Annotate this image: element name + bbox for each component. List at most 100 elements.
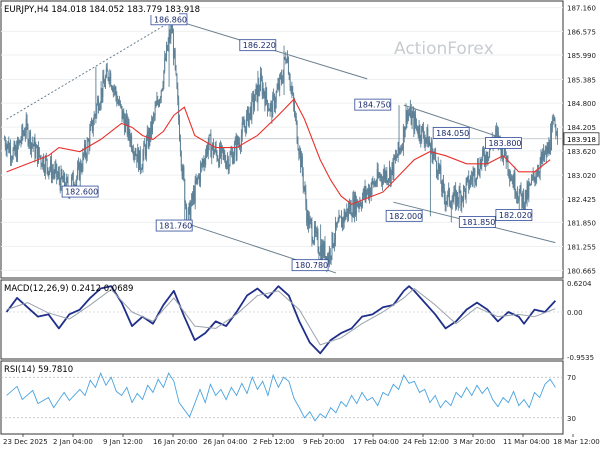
candle-body bbox=[456, 192, 457, 208]
candle-body bbox=[29, 132, 31, 142]
candle-body bbox=[314, 225, 315, 241]
candle-body bbox=[159, 98, 161, 101]
candle-body bbox=[71, 173, 73, 178]
candle-body bbox=[3, 139, 5, 141]
candle-body bbox=[461, 196, 463, 206]
candle-body bbox=[57, 172, 59, 176]
candle-body bbox=[158, 102, 160, 106]
price-label: 183.800 bbox=[488, 139, 521, 148]
candle-body bbox=[512, 179, 514, 188]
candle-body bbox=[292, 93, 294, 95]
candle-body bbox=[406, 110, 408, 122]
candle-body bbox=[129, 135, 131, 143]
candle-body bbox=[123, 111, 125, 120]
candle-body bbox=[93, 115, 95, 125]
candle-body bbox=[541, 153, 543, 161]
time-tick-label: 16 Jan 20:00 bbox=[153, 438, 197, 446]
price-label-box bbox=[495, 209, 533, 221]
candle-body bbox=[52, 170, 54, 173]
candle-body bbox=[411, 114, 413, 125]
price-tick-label: 185.990 bbox=[567, 52, 596, 60]
candle-body bbox=[557, 134, 559, 138]
candle-body bbox=[37, 145, 38, 163]
candle-body bbox=[99, 103, 101, 108]
candle-body bbox=[321, 245, 322, 260]
candle-body bbox=[151, 121, 153, 132]
candle-body bbox=[160, 90, 162, 99]
candle-body bbox=[516, 193, 518, 197]
candle-body bbox=[54, 167, 56, 175]
candle-body bbox=[188, 203, 190, 209]
candle-body bbox=[304, 188, 306, 191]
candle-body bbox=[342, 217, 344, 224]
candle-body bbox=[142, 154, 144, 168]
candle-body bbox=[109, 73, 111, 81]
candle-body bbox=[449, 188, 451, 204]
candle-body bbox=[137, 148, 139, 163]
candle-body bbox=[21, 126, 23, 142]
candle-body bbox=[207, 144, 209, 154]
candle-body bbox=[39, 155, 41, 157]
candle-body bbox=[363, 189, 365, 197]
candle-body bbox=[448, 188, 450, 192]
candle-body bbox=[108, 78, 110, 81]
candle-body bbox=[519, 185, 521, 192]
candle-body bbox=[409, 106, 411, 116]
candle-body bbox=[385, 171, 387, 180]
candle-body bbox=[22, 126, 24, 135]
candle-body bbox=[502, 141, 504, 160]
candle-body bbox=[111, 85, 113, 88]
candle-body bbox=[294, 114, 296, 117]
candle-body bbox=[91, 120, 93, 131]
candle-body bbox=[41, 163, 43, 167]
candle-body bbox=[32, 144, 34, 147]
macd-header: MACD(12,26,9) 0.2412 0.0689 bbox=[4, 284, 133, 294]
candle-body bbox=[229, 154, 231, 166]
candle-body bbox=[234, 139, 236, 145]
time-tick-label: 26 Jan 04:00 bbox=[203, 438, 247, 446]
candle-body bbox=[253, 95, 255, 108]
candle-body bbox=[390, 169, 392, 183]
candle-body bbox=[288, 74, 290, 80]
candle-body bbox=[464, 188, 466, 198]
candle-body bbox=[415, 115, 417, 124]
candle-body bbox=[145, 146, 146, 156]
candle-body bbox=[510, 177, 511, 180]
candle-body bbox=[276, 88, 278, 93]
candle-body bbox=[471, 178, 473, 181]
candle-body bbox=[549, 142, 551, 152]
candle-body bbox=[337, 222, 339, 223]
candle-body bbox=[419, 125, 421, 139]
candle-body bbox=[211, 148, 213, 158]
candle-body bbox=[533, 172, 535, 178]
candle-body bbox=[513, 172, 515, 188]
candle-body bbox=[554, 118, 556, 128]
candle-body bbox=[98, 107, 100, 111]
candle-body bbox=[388, 167, 390, 179]
candle-body bbox=[369, 188, 371, 197]
candle-body bbox=[217, 159, 219, 161]
candle-body bbox=[546, 146, 548, 157]
candle-body bbox=[268, 109, 270, 112]
candle-body bbox=[328, 255, 329, 263]
price-label-box bbox=[458, 216, 496, 228]
candle-body bbox=[177, 88, 179, 100]
candle-body bbox=[138, 148, 140, 170]
candle-body bbox=[167, 42, 169, 51]
time-tick-label: 9 Feb 20:00 bbox=[303, 438, 344, 446]
price-label-box bbox=[354, 98, 392, 111]
candle-body bbox=[451, 202, 453, 209]
candle-body bbox=[203, 160, 205, 164]
candle-body bbox=[310, 219, 312, 224]
candle-body bbox=[13, 143, 15, 150]
time-tick-label: 17 Feb 04:00 bbox=[353, 438, 399, 446]
candle-body bbox=[362, 189, 364, 198]
candle-body bbox=[210, 135, 212, 158]
macd-tick-label: 0.00 bbox=[567, 309, 583, 317]
candle-body bbox=[281, 81, 283, 83]
price-labels: 186.860 186.220 184.750 184.050 183.800 182.6… bbox=[61, 13, 533, 272]
candle-body bbox=[91, 120, 92, 125]
watermark: ActionForex bbox=[394, 39, 494, 59]
price-label-box bbox=[155, 219, 193, 232]
candle-body bbox=[394, 155, 396, 160]
